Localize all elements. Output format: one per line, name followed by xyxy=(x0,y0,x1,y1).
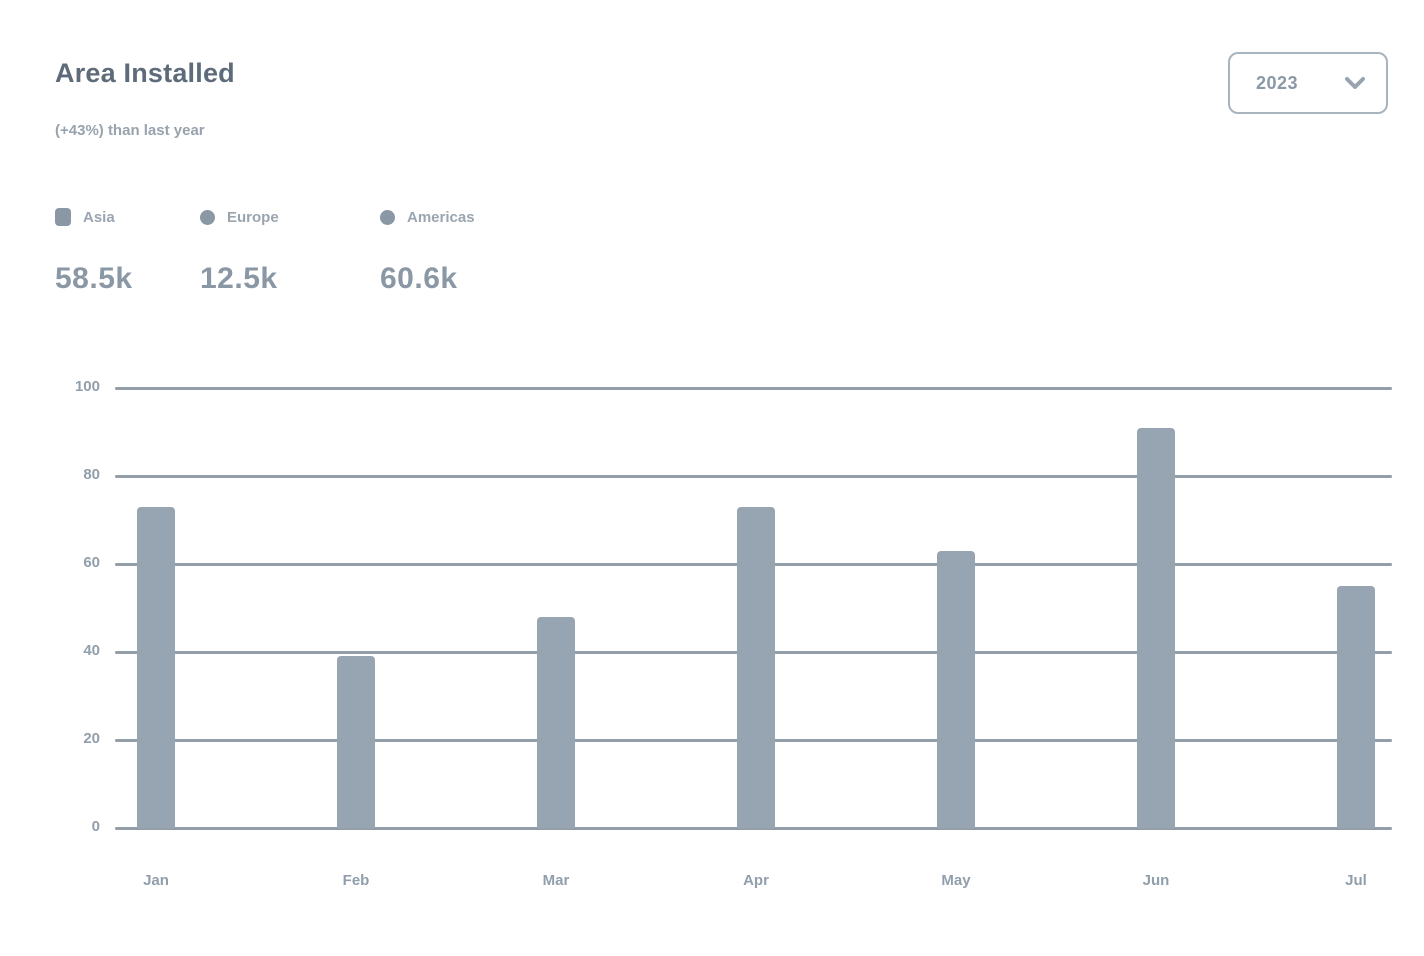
legend-dot-icon xyxy=(380,209,395,225)
bar-jan[interactable] xyxy=(137,506,175,828)
legend-dot-icon xyxy=(200,209,215,225)
bar-apr[interactable] xyxy=(737,506,775,828)
bar-jun[interactable] xyxy=(1137,427,1175,828)
legend-dot-icon xyxy=(55,208,71,226)
bar-may[interactable] xyxy=(937,550,975,828)
y-axis-tick-label: 60 xyxy=(83,554,100,571)
page-title: Area Installed xyxy=(55,58,235,88)
legend-value-europe: 12.5k xyxy=(200,262,278,295)
year-select-value: 2023 xyxy=(1256,72,1299,93)
bar-jul[interactable] xyxy=(1337,586,1375,828)
legend-value-americas: 60.6k xyxy=(380,262,458,295)
chart-legend: Asia Europe Americas xyxy=(55,208,475,226)
legend-label: Europe xyxy=(227,208,279,226)
y-gridline xyxy=(115,826,1392,830)
legend-label: Americas xyxy=(407,208,475,226)
legend-item-americas[interactable]: Americas xyxy=(380,209,475,226)
x-axis-tick-label: Jun xyxy=(1142,872,1170,889)
legend-item-asia[interactable]: Asia xyxy=(55,208,200,226)
legend-value-asia: 58.5k xyxy=(55,262,133,295)
year-select[interactable]: 2023 xyxy=(1228,52,1388,114)
bar-feb[interactable] xyxy=(337,656,375,828)
chevron-down-icon xyxy=(1342,75,1368,91)
legend-label: Asia xyxy=(83,208,115,226)
x-axis-tick-label: Feb xyxy=(342,872,370,889)
legend-values: 58.5k 12.5k 60.6k xyxy=(55,262,458,296)
y-axis-tick-label: 100 xyxy=(74,378,100,395)
y-axis-tick-label: 80 xyxy=(83,466,100,483)
x-axis-tick-label: Apr xyxy=(743,872,769,889)
x-axis-tick-label: Mar xyxy=(542,872,570,889)
y-axis-tick-label: 20 xyxy=(83,730,100,747)
y-gridline xyxy=(115,386,1392,390)
x-axis-tick-label: Jul xyxy=(1345,872,1367,889)
x-axis-tick-label: Jan xyxy=(143,872,169,889)
chart-subtitle: (+43%) than last year xyxy=(55,122,205,139)
x-axis-tick-label: May xyxy=(941,872,971,889)
y-axis-tick-label: 40 xyxy=(83,642,100,659)
legend-item-europe[interactable]: Europe xyxy=(200,209,380,226)
y-gridline xyxy=(115,474,1392,478)
bar-mar[interactable] xyxy=(537,616,575,828)
y-axis-tick-label: 0 xyxy=(91,818,100,835)
